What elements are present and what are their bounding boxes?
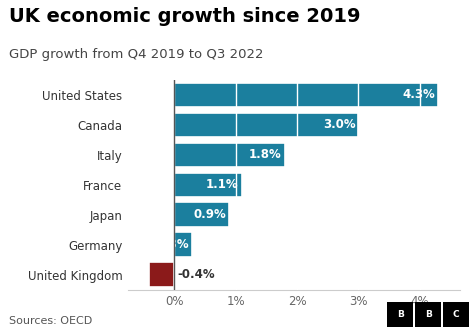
Text: 0.9%: 0.9% — [193, 208, 226, 221]
Text: UK economic growth since 2019: UK economic growth since 2019 — [9, 7, 361, 26]
Text: 3.0%: 3.0% — [323, 118, 356, 132]
Text: B: B — [397, 310, 404, 319]
Text: 1.8%: 1.8% — [249, 148, 282, 162]
Bar — [174, 172, 242, 197]
Text: GDP growth from Q4 2019 to Q3 2022: GDP growth from Q4 2019 to Q3 2022 — [9, 48, 264, 61]
Bar — [149, 262, 174, 287]
Text: C: C — [453, 310, 459, 319]
Text: 4.3%: 4.3% — [402, 88, 435, 102]
Text: 1.1%: 1.1% — [206, 178, 238, 191]
Bar — [174, 143, 285, 167]
Bar — [174, 202, 229, 227]
Text: B: B — [425, 310, 432, 319]
Bar — [174, 113, 358, 137]
Text: 0.3%: 0.3% — [157, 238, 190, 251]
Text: Sources: OECD: Sources: OECD — [9, 316, 93, 326]
Bar — [174, 83, 438, 107]
Bar — [174, 232, 192, 257]
Text: -0.4%: -0.4% — [177, 268, 215, 281]
